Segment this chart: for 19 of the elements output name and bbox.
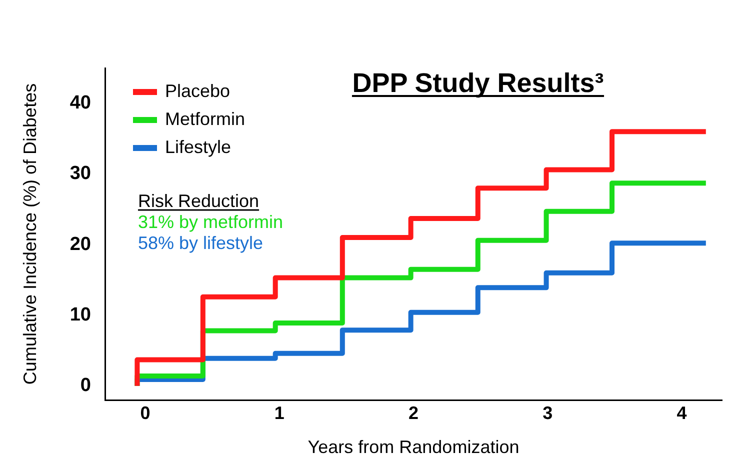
chart-title: DPP Study Results³ (352, 68, 604, 98)
y-tick-label: 10 (70, 304, 91, 326)
annotation: Risk Reduction (138, 191, 260, 211)
y-tick-label: 0 (80, 375, 91, 396)
x-tick-label: 4 (676, 402, 687, 423)
y-axis-title: Cumulative Incidence (%) of Diabetes (20, 83, 40, 385)
y-tick-label: 20 (70, 234, 91, 255)
legend-label: Lifestyle (165, 136, 232, 157)
x-tick-label: 0 (140, 402, 150, 423)
x-tick-label: 3 (542, 402, 553, 423)
y-tick-label: 30 (70, 163, 91, 184)
annotation: 58% by lifestyle (138, 233, 264, 253)
y-tick-label: 40 (70, 92, 91, 114)
legend-label: Metformin (165, 108, 246, 129)
annotation: 31% by metformin (138, 212, 284, 232)
x-axis-title: Years from Randomization (308, 437, 520, 457)
x-tick-label: 2 (408, 402, 419, 423)
x-tick-label: 1 (274, 402, 284, 423)
legend-label: Placebo (165, 80, 230, 101)
